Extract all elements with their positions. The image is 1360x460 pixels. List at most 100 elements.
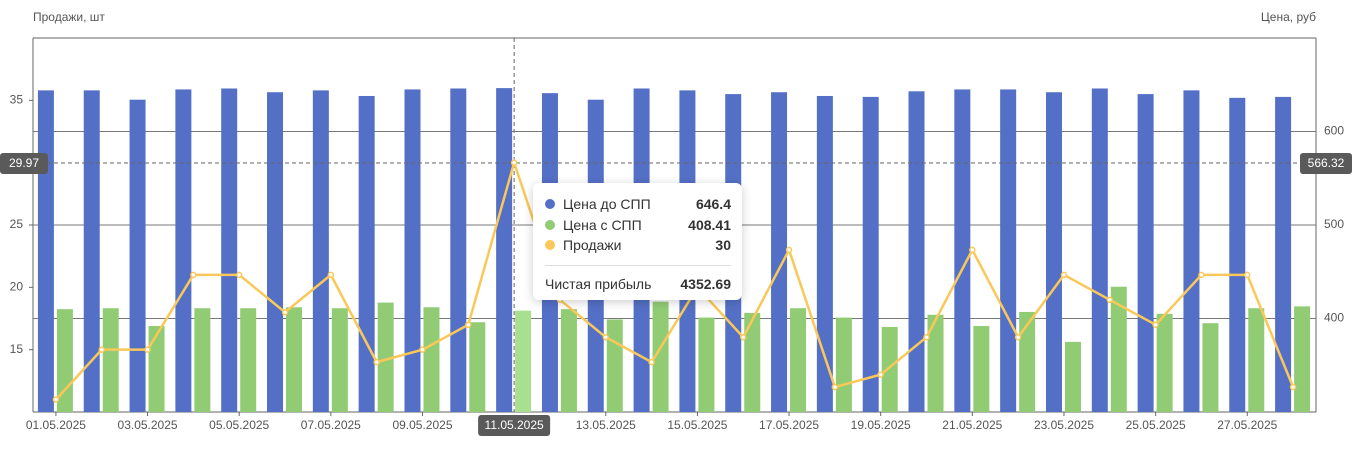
tooltip-separator	[545, 264, 731, 266]
x-tick-label: 05.05.2025	[209, 418, 269, 432]
line-point	[831, 383, 839, 391]
bar	[954, 89, 971, 413]
bar	[404, 89, 421, 413]
bar	[698, 317, 715, 412]
bar	[331, 308, 348, 412]
tooltip-profit-label: Чистая прибыль	[545, 275, 652, 292]
line-point	[465, 321, 472, 328]
bar	[240, 308, 257, 412]
bar	[790, 308, 807, 412]
bar	[881, 326, 898, 412]
bar	[312, 90, 329, 413]
tooltip-dot	[545, 219, 555, 230]
line-point	[923, 333, 930, 341]
bar	[129, 99, 146, 413]
bar	[835, 317, 852, 412]
bar	[1110, 286, 1127, 412]
bar	[771, 92, 788, 412]
x-tick-label: 17.05.2025	[759, 418, 819, 432]
x-tick-label: 01.05.2025	[26, 418, 86, 432]
y-axis-label: Продажи, шт	[33, 10, 105, 24]
tooltip-row: Цена до СПП 646.4	[545, 194, 731, 215]
bar	[816, 95, 833, 412]
x-tick-label: 25.05.2025	[1126, 418, 1186, 432]
line-point	[1106, 296, 1114, 304]
x-tick-label: 13.05.2025	[576, 418, 636, 432]
bar	[1275, 96, 1292, 412]
line-point	[1060, 271, 1068, 279]
bar	[1156, 313, 1173, 412]
bar	[908, 91, 925, 413]
bar	[1000, 89, 1017, 413]
tooltip-profit: 4352.69	[680, 275, 731, 292]
bar	[1019, 311, 1036, 412]
bar	[1091, 88, 1108, 413]
x-tick-label: 19.05.2025	[851, 418, 911, 432]
crosshair-y2-label-box	[1300, 153, 1352, 175]
bar	[1064, 341, 1081, 412]
bar	[83, 90, 100, 413]
line-point	[969, 246, 976, 254]
x-tick-label: 15.05.2025	[667, 418, 727, 432]
y2-tick-label: 600	[1324, 124, 1344, 138]
line-point	[1152, 321, 1159, 328]
line-point	[785, 246, 793, 254]
bar	[358, 95, 375, 412]
tooltip-dot	[545, 240, 555, 251]
line-point	[327, 271, 335, 279]
bar	[102, 308, 119, 412]
line-point	[648, 358, 655, 366]
tooltip-value: 30	[715, 237, 731, 254]
bar	[515, 310, 532, 412]
line-point	[144, 346, 151, 353]
crosshair-y-label-box	[0, 153, 48, 175]
bar	[377, 302, 394, 412]
x-tick-label: 09.05.2025	[392, 418, 452, 432]
bar	[652, 301, 669, 412]
line-point	[510, 159, 518, 166]
bar	[423, 307, 440, 412]
line-point	[419, 346, 426, 353]
line	[54, 158, 1295, 401]
tooltip-name: Цена до СПП	[563, 196, 651, 213]
y-tick-label: 20	[10, 280, 24, 294]
line-point	[602, 333, 610, 341]
tooltip-row: Цена с СПП 408.41	[545, 215, 731, 236]
bar	[221, 88, 238, 413]
bar	[1248, 308, 1265, 412]
line-point	[52, 396, 60, 403]
line-point	[877, 371, 884, 378]
bar	[1137, 94, 1154, 412]
y-tick-label: 15	[10, 342, 24, 356]
y-tick-label: 25	[10, 217, 24, 231]
bar	[1202, 323, 1219, 412]
bar	[1229, 97, 1246, 412]
line-point	[281, 309, 289, 316]
bar	[1183, 90, 1200, 413]
tooltip-row: Чистая прибыль 4352.69	[545, 274, 731, 295]
line-point	[1289, 383, 1297, 391]
tooltip-dot	[545, 199, 555, 210]
line-point	[1244, 271, 1251, 279]
x-tick-label: 03.05.2025	[118, 418, 178, 432]
y-tick-label: 35	[10, 93, 24, 107]
bar	[148, 325, 165, 412]
x-tick-label: 21.05.2025	[942, 418, 1002, 432]
crosshair-x-label: 11.05.2025	[485, 418, 544, 432]
bar	[286, 307, 303, 412]
crosshair-y2-label: 566.32	[1308, 156, 1345, 170]
line-point	[1014, 333, 1022, 341]
line-point	[98, 346, 105, 353]
tooltip: Цена до СПП 646.4 Цена с СПП 408.41 Продажи 3…	[533, 183, 742, 300]
tooltip-row: Продажи 30	[545, 235, 731, 256]
line-point	[373, 358, 380, 366]
tooltip-name: Продажи	[563, 237, 622, 254]
line-point	[1198, 271, 1205, 279]
line-point	[739, 333, 747, 341]
y2-tick-label: 400	[1324, 311, 1344, 325]
tooltip-value: 408.41	[688, 216, 731, 233]
bar	[267, 92, 284, 412]
bar	[973, 325, 990, 412]
